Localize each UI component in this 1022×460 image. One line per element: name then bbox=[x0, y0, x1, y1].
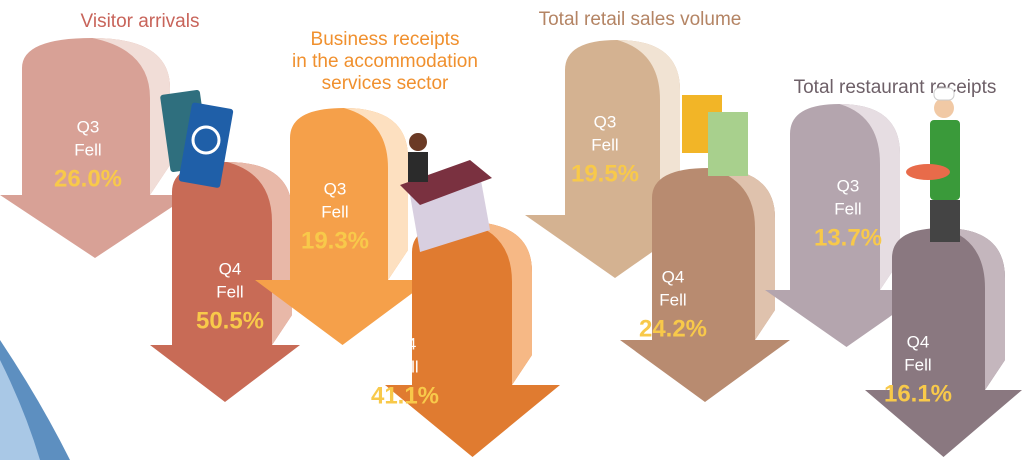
quarter-label: Q3 bbox=[594, 112, 617, 131]
panel-title: services sector bbox=[322, 73, 449, 94]
change-verb: Fell bbox=[904, 355, 931, 374]
change-verb: Fell bbox=[834, 199, 861, 218]
receptionist-head bbox=[409, 133, 427, 151]
quarter-label: Q4 bbox=[394, 334, 417, 353]
change-value: 50.5% bbox=[196, 307, 264, 334]
quarter-label: Q3 bbox=[77, 117, 100, 136]
quarter-label: Q3 bbox=[324, 179, 347, 198]
change-value: 19.3% bbox=[301, 227, 369, 254]
panel-title: Visitor arrivals bbox=[81, 11, 200, 32]
change-value: 41.1% bbox=[371, 382, 439, 409]
chef-dish bbox=[906, 164, 950, 180]
quarter-label: Q4 bbox=[662, 267, 685, 286]
infographic: Visitor arrivals Q3 Fell 26.0% Q4 Fell 50.5% Bu… bbox=[0, 0, 1022, 460]
panel-title: in the accommodation bbox=[292, 51, 478, 72]
shopping-bag bbox=[708, 112, 748, 176]
quarter-label: Q4 bbox=[907, 332, 930, 351]
quarter-label: Q4 bbox=[219, 259, 242, 278]
panel-title: Total restaurant receipts bbox=[794, 77, 997, 98]
chef-legs bbox=[930, 200, 960, 242]
change-value: 13.7% bbox=[814, 224, 882, 251]
receptionist-body bbox=[408, 152, 428, 182]
change-verb: Fell bbox=[659, 290, 686, 309]
change-value: 26.0% bbox=[54, 165, 122, 192]
chef-head bbox=[934, 98, 954, 118]
panel-title: Business receipts bbox=[311, 29, 460, 50]
change-value: 24.2% bbox=[639, 315, 707, 342]
change-value: 16.1% bbox=[884, 380, 952, 407]
change-verb: Fell bbox=[391, 357, 418, 376]
chef-body bbox=[930, 120, 960, 200]
change-verb: Fell bbox=[216, 282, 243, 301]
change-verb: Fell bbox=[591, 135, 618, 154]
change-value: 19.5% bbox=[571, 160, 639, 187]
quarter-label: Q3 bbox=[837, 176, 860, 195]
change-verb: Fell bbox=[321, 202, 348, 221]
panel-title: Total retail sales volume bbox=[539, 9, 742, 30]
change-verb: Fell bbox=[74, 140, 101, 159]
chef-hat bbox=[934, 88, 954, 100]
